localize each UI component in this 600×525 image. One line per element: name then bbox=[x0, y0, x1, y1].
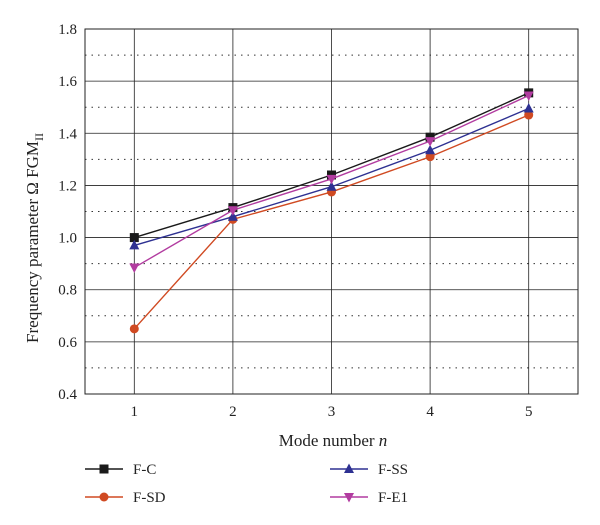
y-tick-label: 1.0 bbox=[58, 231, 77, 247]
data-point bbox=[425, 137, 436, 147]
y-axis-title: Frequency parameter Ω FGMII bbox=[23, 133, 46, 343]
legend-item: F-C bbox=[85, 462, 156, 478]
data-point bbox=[129, 233, 139, 243]
series-f-e1 bbox=[129, 91, 534, 274]
legend-label: F-C bbox=[133, 462, 156, 478]
x-tick-label: 3 bbox=[328, 404, 336, 420]
series-f-ss bbox=[129, 103, 534, 250]
legend-marker bbox=[99, 464, 109, 474]
y-tick-label: 0.4 bbox=[58, 387, 77, 403]
axis-ticks: 0.4 0.6 0.8 1.0 1.2 1.4 1.6 1.8 1 2 3 4 5 bbox=[58, 22, 532, 420]
series-layer bbox=[129, 88, 534, 334]
x-tick-label: 4 bbox=[426, 404, 434, 420]
legend-label: F-SD bbox=[133, 490, 166, 506]
y-tick-label: 1.2 bbox=[58, 178, 77, 194]
y-tick-label: 1.8 bbox=[58, 22, 77, 38]
data-point bbox=[523, 103, 534, 113]
data-point bbox=[425, 144, 436, 155]
x-tick-label: 1 bbox=[131, 404, 139, 420]
x-tick-label: 5 bbox=[525, 404, 533, 420]
legend-marker bbox=[344, 463, 354, 473]
legend-item: F-SD bbox=[85, 490, 166, 506]
data-point bbox=[326, 174, 337, 185]
data-point bbox=[326, 181, 337, 191]
data-point bbox=[227, 211, 238, 221]
legend-label: F-SS bbox=[378, 462, 408, 478]
legend-marker bbox=[344, 493, 354, 503]
data-point bbox=[227, 206, 238, 216]
x-tick-label: 2 bbox=[229, 404, 237, 420]
grid-lines bbox=[85, 29, 578, 394]
data-point bbox=[129, 263, 140, 274]
legend-item: F-SS bbox=[330, 462, 408, 478]
plot-frame bbox=[84, 28, 579, 395]
legend-item: F-E1 bbox=[330, 490, 408, 506]
data-point bbox=[523, 91, 534, 101]
legend: F-C F-SD F-SS F-E1 bbox=[85, 462, 408, 506]
data-point bbox=[425, 152, 435, 162]
y-tick-label: 0.6 bbox=[58, 335, 77, 351]
y-tick-label: 1.6 bbox=[58, 74, 77, 90]
data-point bbox=[129, 324, 139, 334]
legend-marker bbox=[99, 492, 109, 502]
y-tick-label: 1.4 bbox=[58, 126, 77, 142]
data-point bbox=[524, 110, 534, 120]
data-point bbox=[129, 239, 140, 250]
y-tick-label: 0.8 bbox=[58, 283, 77, 299]
legend-label: F-E1 bbox=[378, 490, 408, 506]
x-axis-title: Mode number n bbox=[279, 431, 388, 450]
